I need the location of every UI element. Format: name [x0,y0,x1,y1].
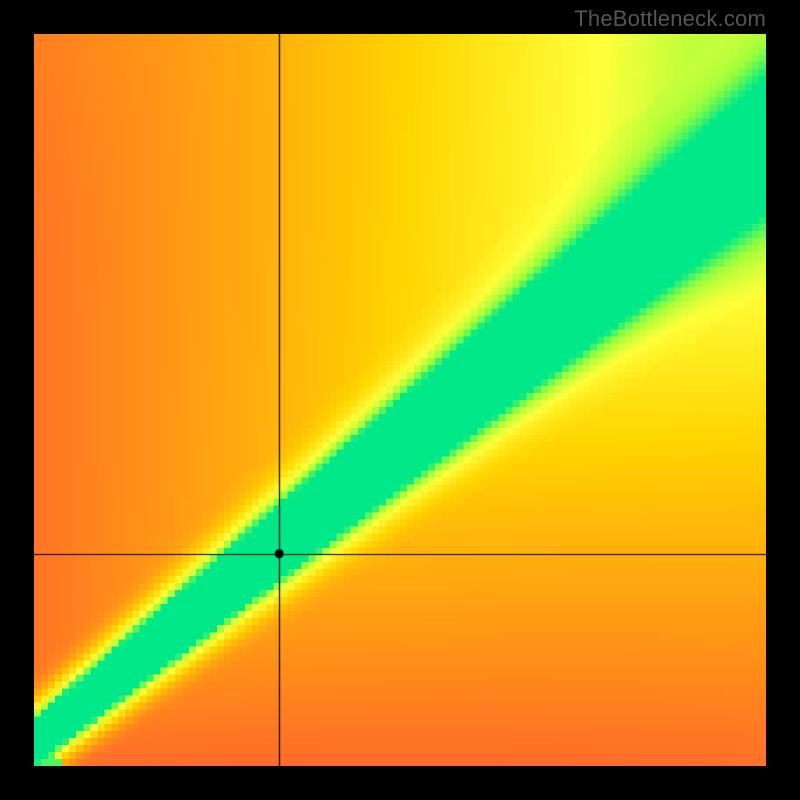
chart-container: TheBottleneck.com [0,0,800,800]
watermark-text: TheBottleneck.com [574,6,766,32]
bottleneck-heatmap [34,34,766,766]
